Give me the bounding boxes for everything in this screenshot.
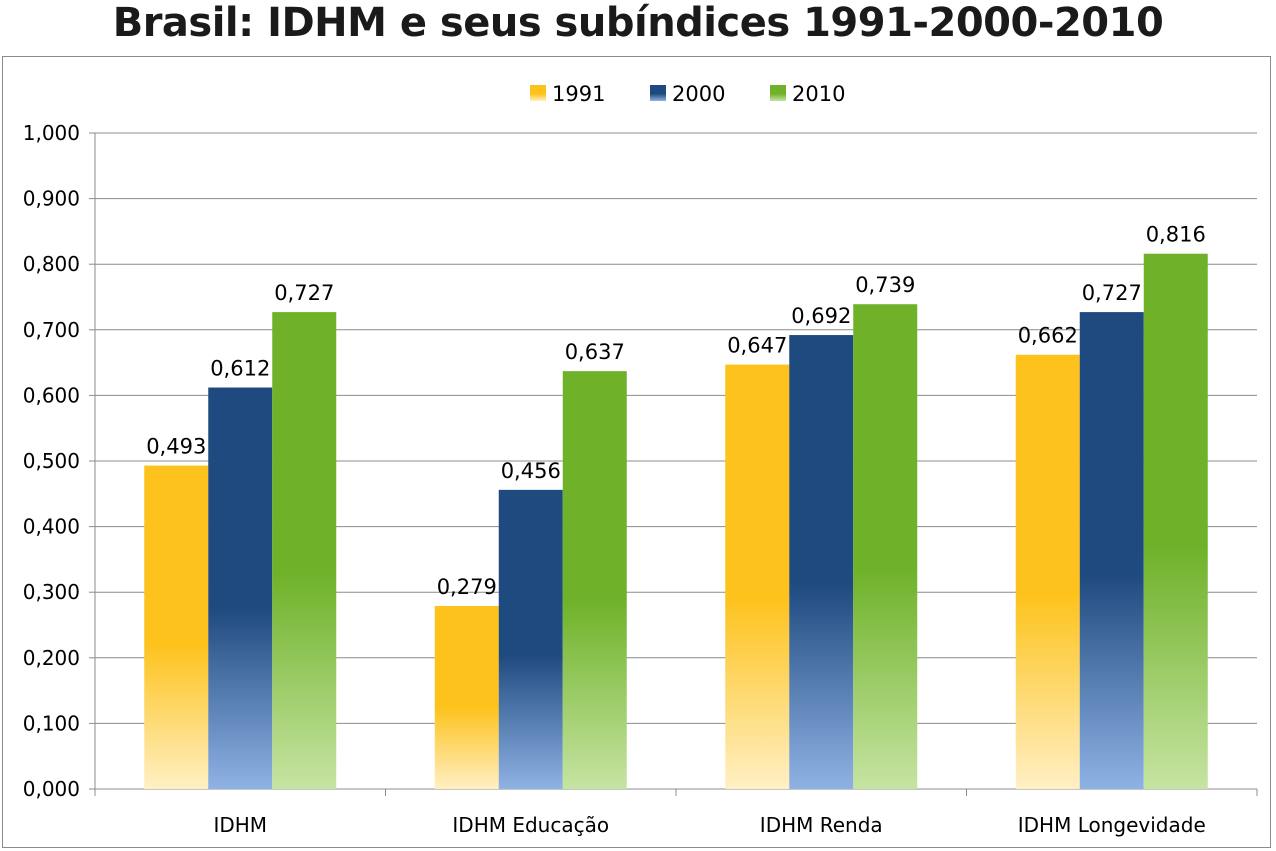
bar-2000 <box>1079 312 1144 789</box>
chart-title: Brasil: IDHM e seus subíndices 1991-2000… <box>112 0 1164 46</box>
x-category-label: IDHM Educação <box>452 813 609 837</box>
chart-frame <box>2 56 1271 848</box>
data-label: 0,637 <box>565 340 625 364</box>
y-tick-label: 0,900 <box>23 187 80 211</box>
bar-2010 <box>562 371 627 789</box>
x-category-label: IDHM Longevidade <box>1018 813 1206 837</box>
legend-swatch-2010 <box>770 85 786 101</box>
legend-swatch-1991 <box>530 85 546 101</box>
y-tick-label: 0,700 <box>23 318 80 342</box>
bar-2010 <box>272 312 337 789</box>
y-tick-label: 0,400 <box>23 515 80 539</box>
y-tick-label: 1,000 <box>23 121 80 145</box>
y-tick-label: 0,800 <box>23 252 80 276</box>
bar-1991 <box>144 465 209 789</box>
data-label: 0,612 <box>210 357 270 381</box>
bar-2000 <box>498 489 563 789</box>
y-tick-label: 0,500 <box>23 449 80 473</box>
data-label: 0,727 <box>1082 281 1142 305</box>
y-tick-label: 0,000 <box>23 777 80 801</box>
bar-1991 <box>1015 354 1080 789</box>
bar-2010 <box>853 304 918 789</box>
x-axis: IDHM IDHM Educação IDHM Renda IDHM Longevid… <box>94 788 1258 837</box>
bars <box>144 253 1208 790</box>
y-tick-label: 0,300 <box>23 580 80 604</box>
x-category-label: IDHM Renda <box>760 813 883 837</box>
y-tick-label: 0,100 <box>23 711 80 735</box>
y-tick-label: 0,600 <box>23 383 80 407</box>
data-label: 0,493 <box>146 435 206 459</box>
data-label: 0,692 <box>791 304 851 328</box>
legend-swatch-2000 <box>650 85 666 101</box>
data-label: 0,816 <box>1146 223 1206 247</box>
data-label: 0,727 <box>274 281 334 305</box>
y-tick-label: 0,200 <box>23 646 80 670</box>
bar-1991 <box>434 605 499 789</box>
data-label: 0,647 <box>727 334 787 358</box>
bar-2010 <box>1143 253 1208 790</box>
bar-1991 <box>725 364 790 789</box>
legend-label: 1991 <box>552 82 605 106</box>
y-axis: 0,000 0,100 0,200 0,300 0,400 0,500 0,600 0,700… <box>23 121 96 801</box>
x-category-label: IDHM <box>213 813 267 837</box>
bar-2000 <box>789 335 854 789</box>
legend: 1991 2000 2010 <box>530 82 845 106</box>
data-label: 0,662 <box>1018 324 1078 348</box>
bar-2000 <box>208 387 273 789</box>
data-label: 0,279 <box>437 575 497 599</box>
data-label: 0,456 <box>501 459 561 483</box>
data-label: 0,739 <box>855 273 915 297</box>
data-labels: 0,493 0,612 0,727 0,279 0,456 0,637 0,6470,692… <box>146 223 1206 599</box>
legend-label: 2010 <box>792 82 845 106</box>
legend-label: 2000 <box>672 82 725 106</box>
